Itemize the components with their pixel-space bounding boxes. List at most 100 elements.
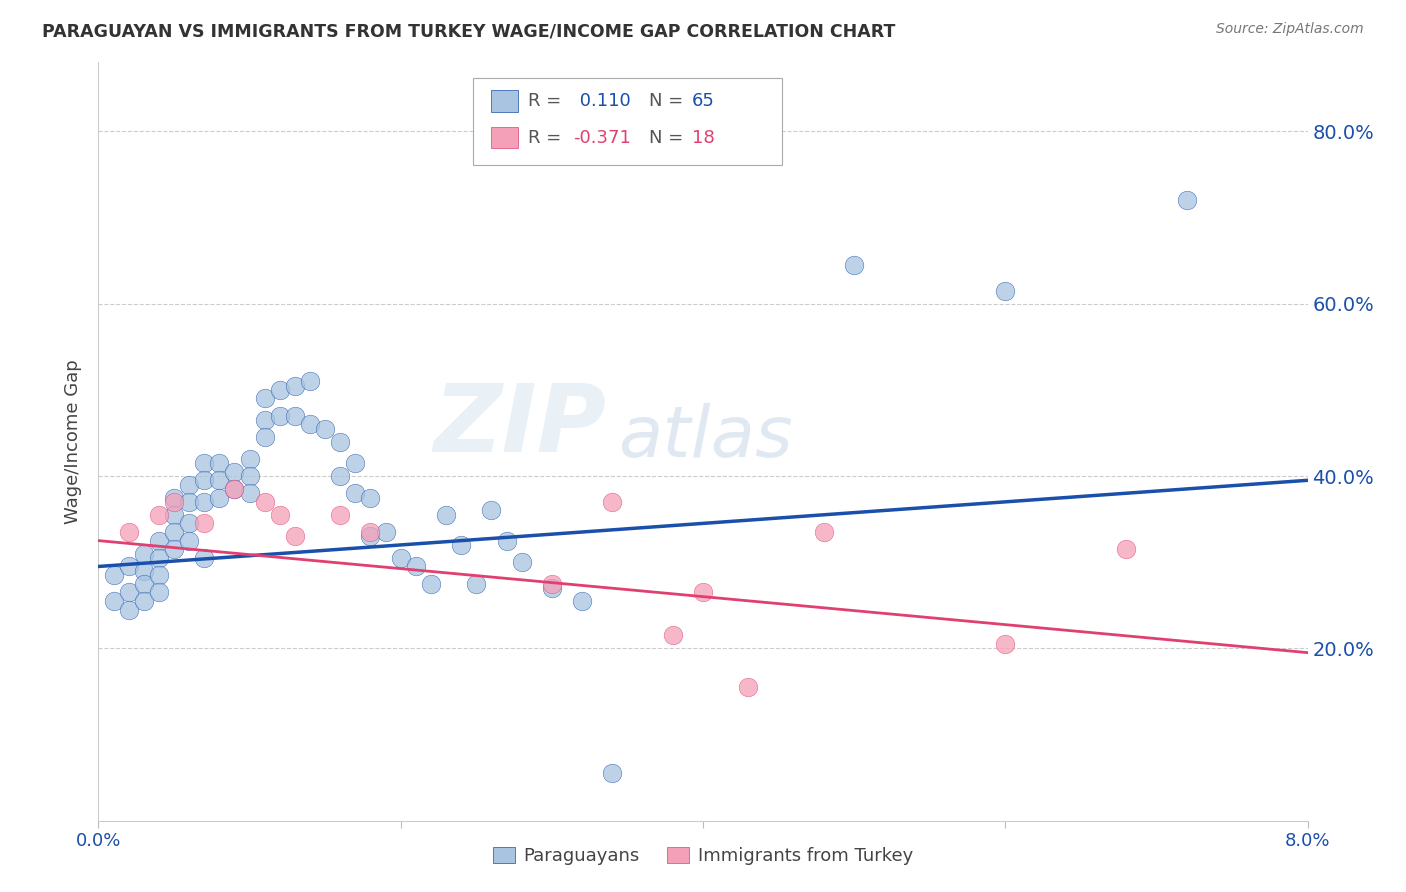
Point — [253, 413, 276, 427]
Point — [224, 482, 246, 496]
Point — [163, 491, 186, 505]
Point — [314, 422, 336, 436]
Point — [224, 465, 246, 479]
Point — [329, 508, 352, 522]
Point — [284, 529, 307, 543]
Point — [239, 486, 262, 500]
Point — [239, 451, 262, 466]
Point — [208, 456, 231, 470]
Point — [163, 495, 186, 509]
Point — [813, 524, 835, 539]
Point — [132, 594, 155, 608]
Text: 65: 65 — [692, 92, 716, 110]
Text: atlas: atlas — [619, 403, 793, 472]
Y-axis label: Wage/Income Gap: Wage/Income Gap — [65, 359, 83, 524]
Point — [253, 430, 276, 444]
Point — [163, 542, 186, 557]
Point — [148, 533, 170, 548]
Point — [692, 585, 714, 599]
Point — [179, 516, 201, 531]
Bar — [492, 90, 517, 112]
Point — [103, 568, 125, 582]
Point — [495, 533, 517, 548]
Point — [132, 547, 155, 561]
Point — [994, 284, 1017, 298]
Point — [602, 766, 624, 780]
Text: Source: ZipAtlas.com: Source: ZipAtlas.com — [1216, 22, 1364, 37]
Text: R =: R = — [527, 92, 561, 110]
Point — [994, 637, 1017, 651]
Point — [420, 576, 443, 591]
Point — [844, 258, 866, 272]
Point — [269, 409, 291, 423]
Text: N =: N = — [648, 92, 683, 110]
Point — [208, 491, 231, 505]
Point — [360, 524, 382, 539]
Point — [434, 508, 457, 522]
Point — [193, 473, 215, 487]
Text: -0.371: -0.371 — [574, 128, 631, 146]
Text: 18: 18 — [692, 128, 714, 146]
Point — [148, 568, 170, 582]
Point — [481, 503, 503, 517]
Text: 0.110: 0.110 — [574, 92, 630, 110]
Point — [360, 529, 382, 543]
Point — [465, 576, 488, 591]
Bar — [492, 127, 517, 148]
Point — [450, 538, 472, 552]
FancyBboxPatch shape — [474, 78, 782, 165]
Legend: Paraguayans, Immigrants from Turkey: Paraguayans, Immigrants from Turkey — [486, 839, 920, 872]
Point — [253, 495, 276, 509]
Point — [571, 594, 593, 608]
Point — [602, 495, 624, 509]
Point — [208, 473, 231, 487]
Point — [193, 550, 215, 565]
Point — [540, 581, 562, 595]
Point — [148, 550, 170, 565]
Point — [329, 434, 352, 449]
Point — [299, 374, 322, 388]
Point — [118, 559, 141, 574]
Point — [510, 555, 533, 569]
Point — [132, 564, 155, 578]
Point — [193, 516, 215, 531]
Point — [1175, 194, 1198, 208]
Point — [269, 383, 291, 397]
Point — [389, 550, 412, 565]
Text: N =: N = — [648, 128, 683, 146]
Point — [132, 576, 155, 591]
Point — [239, 469, 262, 483]
Point — [118, 585, 141, 599]
Point — [284, 409, 307, 423]
Point — [103, 594, 125, 608]
Point — [118, 602, 141, 616]
Point — [329, 469, 352, 483]
Point — [193, 495, 215, 509]
Text: R =: R = — [527, 128, 561, 146]
Point — [540, 576, 562, 591]
Point — [374, 524, 396, 539]
Point — [118, 524, 141, 539]
Point — [179, 477, 201, 491]
Text: PARAGUAYAN VS IMMIGRANTS FROM TURKEY WAGE/INCOME GAP CORRELATION CHART: PARAGUAYAN VS IMMIGRANTS FROM TURKEY WAG… — [42, 22, 896, 40]
Point — [1115, 542, 1137, 557]
Point — [360, 491, 382, 505]
Point — [661, 628, 683, 642]
Point — [193, 456, 215, 470]
Point — [284, 378, 307, 392]
Point — [253, 392, 276, 406]
Text: ZIP: ZIP — [433, 380, 606, 473]
Point — [179, 533, 201, 548]
Point — [344, 486, 367, 500]
Point — [405, 559, 427, 574]
Point — [269, 508, 291, 522]
Point — [148, 508, 170, 522]
Point — [737, 680, 759, 694]
Point — [163, 508, 186, 522]
Point — [344, 456, 367, 470]
Point — [148, 585, 170, 599]
Point — [163, 524, 186, 539]
Point — [299, 417, 322, 432]
Point — [179, 495, 201, 509]
Point — [224, 482, 246, 496]
